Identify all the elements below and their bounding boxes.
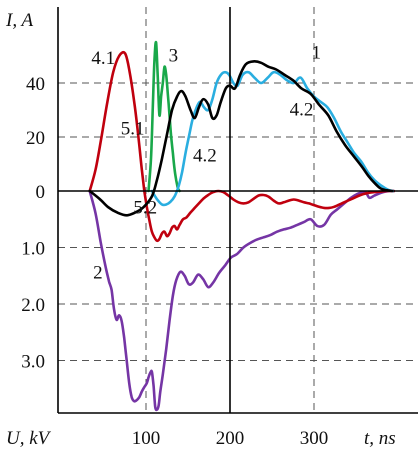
tick-label-voltage: 2.0 [21,295,45,316]
tick-label-x: 200 [216,428,245,449]
current-curve-1 [88,60,394,217]
curve-label: 4.2 [193,145,217,166]
tick-label-voltage: 1.0 [21,239,45,260]
tick-label-voltage: 3.0 [21,352,45,373]
curve-label: 4.2 [290,99,314,120]
current-curve-4-1 [88,51,146,193]
tick-label-x: 100 [132,428,161,449]
plot-background [58,7,418,413]
tick-label-current: 20 [26,128,45,149]
tick-label-current: 40 [26,74,45,95]
curve-label: 5.2 [133,198,157,219]
voltage-curve-2 [88,189,396,412]
curve-labels: 1 3 4.1 5.1 4.2 4.2 5.2 2 [91,43,321,284]
tick-label-current: 0 [36,182,46,203]
x-axis-label: t, ns [364,428,396,449]
y-axis-label-current: I, A [5,10,33,31]
curve-label: 1 [311,43,321,64]
axes [57,7,418,414]
curve-label: 2 [93,263,103,284]
tick-label-x: 300 [300,428,329,449]
y-axis-label-voltage: U, kV [6,428,52,449]
curve-label: 5.1 [121,118,145,139]
series-lines [88,40,396,412]
voltage-curve-5-1 [143,189,396,243]
current-curve-4-2 [150,70,395,207]
current-curve-3 [147,40,181,193]
curve-label: 3 [169,45,179,66]
curve-label: 4.1 [91,48,115,69]
